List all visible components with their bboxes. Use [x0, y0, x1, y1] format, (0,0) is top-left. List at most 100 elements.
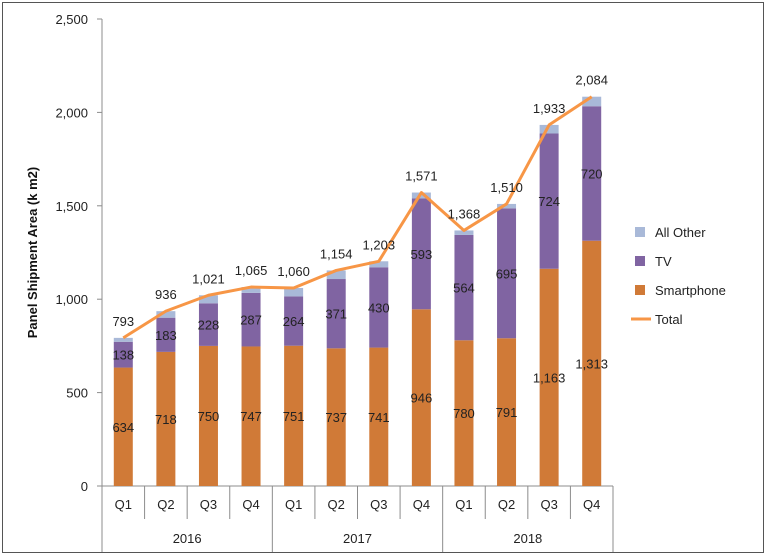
- bar-smartphone: [156, 351, 176, 486]
- bar-smartphone: [411, 309, 431, 486]
- bar-all-other: [411, 192, 431, 199]
- data-label-tv: 138: [112, 348, 134, 363]
- x-group-label: 2016: [173, 531, 202, 546]
- data-label-smartphone: 751: [283, 409, 305, 424]
- data-label-total: 793: [112, 314, 134, 329]
- bar-all-other: [454, 230, 474, 235]
- bar-all-other: [539, 124, 559, 134]
- data-label-tv: 720: [581, 166, 603, 181]
- bar-all-other: [369, 261, 389, 268]
- bar-tv: [156, 317, 176, 352]
- bar-tv: [582, 106, 602, 241]
- data-label-smartphone: 780: [453, 406, 475, 421]
- bar-tv: [411, 198, 431, 310]
- stacked-bar-chart: 0 500 1,000 1,500 2,000 2,500 Panel Shipment A…: [25, 12, 726, 552]
- data-label-tv: 371: [325, 307, 347, 322]
- data-label-tv: 695: [496, 266, 518, 281]
- bar-tv: [326, 279, 346, 349]
- data-label-smartphone: 718: [155, 412, 177, 427]
- x-tick-label: Q1: [285, 497, 302, 512]
- bar-tv: [454, 234, 474, 341]
- legend-swatch-all-other: [635, 227, 645, 237]
- bar-tv: [198, 303, 218, 346]
- bar-all-other: [113, 337, 133, 342]
- bar-tv: [284, 296, 304, 346]
- data-label-smartphone: 1,313: [575, 356, 608, 371]
- bar-all-other: [582, 96, 602, 107]
- bar-smartphone: [369, 347, 389, 486]
- x-group-label: 2017: [343, 531, 372, 546]
- data-label-tv: 228: [198, 318, 220, 333]
- x-tick-label: Q2: [498, 497, 515, 512]
- bar-all-other: [156, 311, 176, 318]
- data-label-total: 1,060: [277, 264, 310, 279]
- bar-smartphone: [582, 240, 602, 486]
- x-tick-label: Q1: [455, 497, 472, 512]
- legend-label-tv: TV: [655, 254, 672, 269]
- data-label-smartphone: 634: [112, 420, 134, 435]
- bar-tv: [369, 267, 389, 348]
- legend-swatch-smartphone: [635, 285, 645, 295]
- y-axis-title: Panel Shipment Area (k m2): [25, 167, 40, 338]
- data-label-smartphone: 750: [198, 409, 220, 424]
- x-tick-label: Q2: [328, 497, 345, 512]
- data-label-smartphone: 737: [325, 410, 347, 425]
- x-tick-label: Q4: [242, 497, 259, 512]
- legend-label-total: Total: [655, 312, 683, 327]
- y-tick-label: 0: [81, 479, 88, 494]
- bar-smartphone: [539, 268, 559, 486]
- y-tick-label: 1,000: [55, 292, 88, 307]
- x-tick-label: Q2: [157, 497, 174, 512]
- x-tick-label: Q3: [200, 497, 217, 512]
- legend-swatch-tv: [635, 256, 645, 266]
- data-label-smartphone: 1,163: [533, 370, 566, 385]
- data-label-tv: 183: [155, 328, 177, 343]
- line-total: [122, 95, 593, 340]
- x-tick-label: Q4: [583, 497, 600, 512]
- y-tick-label: 500: [66, 386, 88, 401]
- data-label-total: 936: [155, 287, 177, 302]
- data-label-tv: 264: [283, 314, 305, 329]
- bar-all-other: [198, 295, 218, 304]
- data-label-smartphone: 747: [240, 409, 262, 424]
- bar-all-other: [497, 203, 517, 209]
- bar-smartphone: [284, 345, 304, 486]
- data-label-tv: 564: [453, 281, 475, 296]
- bar-all-other: [326, 270, 346, 280]
- data-label-smartphone: 946: [411, 391, 433, 406]
- legend-label-all-other: All Other: [655, 225, 706, 240]
- legend-label-smartphone: Smartphone: [655, 283, 726, 298]
- data-label-tv: 430: [368, 300, 390, 315]
- bar-smartphone: [497, 338, 517, 486]
- data-label-total: 1,021: [192, 271, 225, 286]
- bar-smartphone: [113, 367, 133, 486]
- bar-smartphone: [454, 340, 474, 486]
- x-tick-label: Q3: [540, 497, 557, 512]
- bar-tv: [113, 341, 133, 368]
- bar-smartphone: [198, 345, 218, 486]
- y-tick-label: 1,500: [55, 199, 88, 214]
- x-group-label: 2018: [513, 531, 542, 546]
- data-label-smartphone: 741: [368, 410, 390, 425]
- data-label-total: 1,933: [533, 101, 566, 116]
- y-tick-label: 2,000: [55, 105, 88, 120]
- data-label-smartphone: 791: [496, 405, 518, 420]
- data-label-tv: 724: [538, 194, 560, 209]
- data-label-total: 2,084: [575, 73, 608, 88]
- bar-all-other: [241, 287, 261, 293]
- bar-tv: [539, 133, 559, 269]
- data-label-total: 1,510: [490, 180, 523, 195]
- bar-smartphone: [326, 348, 346, 486]
- data-label-total: 1,203: [363, 237, 396, 252]
- data-label-total: 1,368: [448, 206, 481, 221]
- data-label-total: 1,154: [320, 246, 353, 261]
- bar-tv: [497, 208, 517, 339]
- bar-all-other: [284, 287, 304, 297]
- data-label-tv: 593: [411, 247, 433, 262]
- data-label-total: 1,571: [405, 169, 438, 184]
- x-tick-label: Q3: [370, 497, 387, 512]
- bar-smartphone: [241, 346, 261, 486]
- x-tick-label: Q1: [115, 497, 132, 512]
- x-tick-label: Q4: [413, 497, 430, 512]
